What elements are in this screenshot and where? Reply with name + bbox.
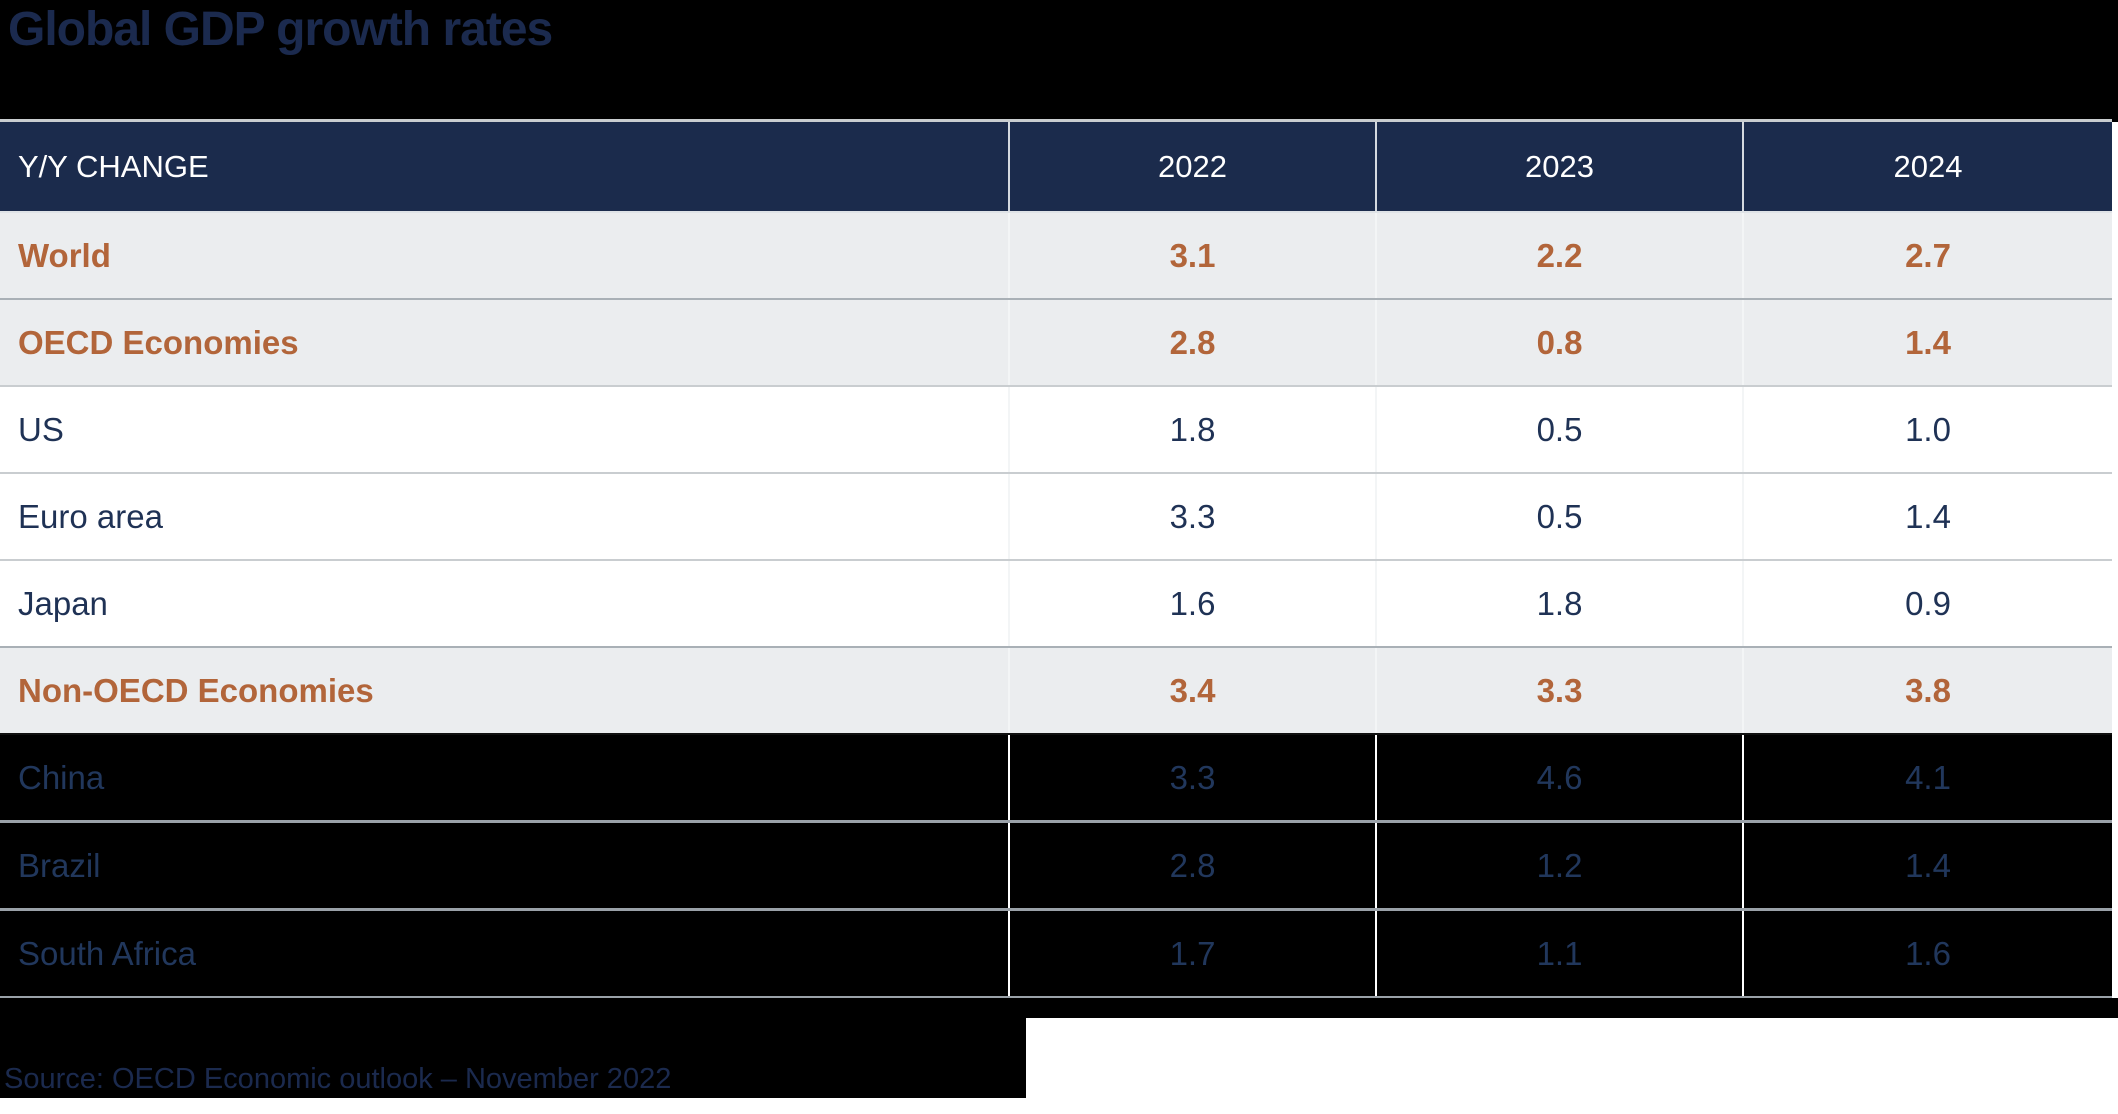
row-label: China	[0, 735, 1010, 820]
table-row: World 3.1 2.2 2.7	[0, 211, 2112, 298]
table-row: Japan 1.6 1.8 0.9	[0, 559, 2112, 646]
row-label: Brazil	[0, 823, 1010, 908]
row-label: OECD Economies	[0, 300, 1010, 385]
row-value: 1.2	[1377, 823, 1744, 908]
row-label: Non-OECD Economies	[0, 648, 1010, 733]
row-value: 1.4	[1905, 323, 1951, 361]
table-row: South Africa 1.7 1.1 1.6	[0, 908, 2112, 996]
table-row: China 3.3 4.6 4.1	[0, 733, 2112, 820]
column-header-2022: 2022	[1010, 122, 1377, 211]
row-value: 3.3	[1010, 474, 1377, 559]
row-value: 2.8	[1010, 300, 1377, 385]
row-value: 3.3	[1377, 648, 1744, 733]
table-row: OECD Economies 2.8 0.8 1.4	[0, 298, 2112, 385]
row-label: South Africa	[0, 911, 1010, 996]
row-value: 0.8	[1377, 300, 1744, 385]
table-row: Non-OECD Economies 3.4 3.3 3.8	[0, 646, 2112, 733]
row-value: 0.9	[1905, 584, 1951, 622]
row-value: 2.8	[1010, 823, 1377, 908]
row-label: Japan	[0, 561, 1010, 646]
row-value: 0.5	[1377, 387, 1744, 472]
row-value: 1.8	[1010, 387, 1377, 472]
row-value: 1.7	[1010, 911, 1377, 996]
row-value: 3.4	[1010, 648, 1377, 733]
footer-box: Source: OECD Economic outlook – November…	[0, 998, 1026, 1098]
row-value: 0.5	[1377, 474, 1744, 559]
table-row: Brazil 2.8 1.2 1.4	[0, 820, 2112, 908]
row-value: 1.8	[1377, 561, 1744, 646]
row-label: US	[0, 387, 1010, 472]
row-value: 2.7	[1905, 236, 1951, 274]
row-value: 2.2	[1377, 213, 1744, 298]
row-value: 3.1	[1010, 213, 1377, 298]
table-header-row: Y/Y CHANGE 2022 2023 2024	[0, 122, 2112, 211]
column-header-yy-change: Y/Y CHANGE	[0, 122, 1010, 211]
row-label: World	[0, 213, 1010, 298]
row-label: Euro area	[0, 474, 1010, 559]
source-note: Source: OECD Economic outlook – November…	[4, 1063, 672, 1095]
row-value: 3.8	[1905, 671, 1951, 709]
row-value: 4.6	[1377, 735, 1744, 820]
gdp-growth-table: Y/Y CHANGE 2022 2023 2024 World 3.1 2.2 2.7…	[0, 119, 2112, 1000]
column-header-2023: 2023	[1377, 122, 1744, 211]
row-value: 1.4	[1905, 846, 1951, 884]
row-value: 1.6	[1010, 561, 1377, 646]
row-value: 3.3	[1010, 735, 1377, 820]
table-rows: World 3.1 2.2 2.7 OECD Economies 2.8 0.8 1.4 US 1…	[0, 211, 2112, 996]
row-value: 1.4	[1905, 497, 1951, 535]
table-row: US 1.8 0.5 1.0	[0, 385, 2112, 472]
row-value: 4.1	[1905, 758, 1951, 796]
row-value: 1.0	[1905, 410, 1951, 448]
title-band: Global GDP growth rates	[0, 0, 2118, 122]
row-value: 1.6	[1905, 934, 1951, 972]
row-value: 1.1	[1377, 911, 1744, 996]
table-row: Euro area 3.3 0.5 1.4	[0, 472, 2112, 559]
column-header-2024: 2024	[1893, 148, 1963, 184]
page-title: Global GDP growth rates	[8, 3, 553, 56]
